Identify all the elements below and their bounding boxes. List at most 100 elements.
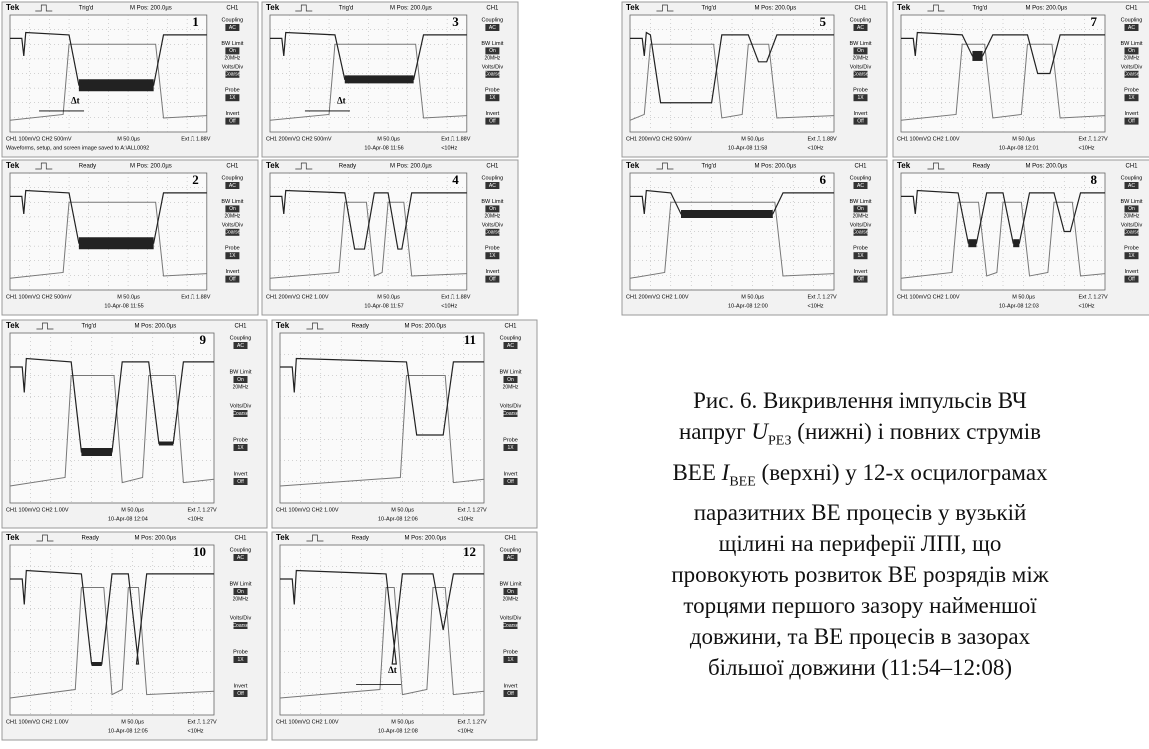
brand: Tek: [897, 161, 911, 170]
trigger-icon: [306, 534, 324, 542]
menu-value-box: [853, 24, 868, 31]
timestamp: 10-Apr-08 12:00: [728, 303, 768, 309]
menu-value: Off: [237, 691, 244, 697]
m-pos: M Pos: 200.0µs: [135, 324, 177, 330]
menu-value-box: [233, 444, 248, 451]
m-pos: M Pos: 200.0µs: [405, 536, 447, 542]
trigger-icon: [36, 534, 54, 542]
status: Trig'd: [339, 6, 354, 12]
menu-label: Coupling: [1121, 175, 1143, 181]
menu-value: Off: [507, 479, 514, 485]
menu-value: 1X: [229, 95, 236, 101]
panel-number: 6: [820, 172, 827, 187]
panel-number: 10: [193, 544, 206, 559]
channel-settings: CH1 100mVΩ CH2 500mV: [6, 294, 72, 300]
brand: Tek: [6, 533, 20, 542]
brand: Tek: [6, 321, 20, 330]
menu-value: On: [1128, 206, 1135, 212]
status: Ready: [352, 536, 369, 542]
caption-subscript: РЕЗ: [768, 433, 792, 449]
caption-line: паразитних ВЕ процесів у вузькій: [693, 500, 1027, 526]
trigger-level: Ext ⎍ 1.88V: [441, 294, 471, 300]
menu-value: Off: [857, 118, 864, 124]
menu-value: On: [237, 377, 244, 383]
caption-line: ВЕЕ IВЕЕ (верхні) у 12-х осцилограмах: [560, 457, 1149, 498]
lower-trace: [629, 43, 835, 121]
oscillogram: Tek Trig'd M Pos: 200.0µs CH1 5 Coupling AC BW …: [621, 1, 888, 158]
menu-label: Volts/Div: [230, 403, 252, 409]
upper-trace: [270, 189, 467, 250]
brand: Tek: [276, 321, 290, 330]
screen: [9, 172, 208, 291]
trigger-frequency: <10Hz: [808, 303, 824, 309]
channel-settings: CH1 100mVΩ CH2 1.00V: [276, 507, 339, 513]
trigger-frequency: <10Hz: [188, 516, 204, 522]
menu-value: 1X: [507, 657, 514, 663]
menu-value: Off: [237, 479, 244, 485]
menu-note: 20MHz: [233, 384, 249, 390]
menu-label: Volts/Div: [222, 64, 244, 70]
menu-value: On: [507, 589, 514, 595]
caption-text: напруг: [678, 419, 752, 444]
menu-note: 20MHz: [233, 596, 249, 602]
channel-settings: CH1 200mVΩ CH2 500mV: [266, 136, 332, 142]
oscillogram: Tek Trig'd M Pos: 200.0µs CH1 9 Coupling AC BW …: [1, 319, 268, 529]
menu-value: Coarse: [852, 230, 868, 236]
upper-trace: [10, 357, 214, 453]
oscillogram: Tek Ready M Pos: 200.0µs CH1 2 Coupling AC BW L…: [1, 159, 259, 316]
trigger-frequency: <10Hz: [188, 728, 204, 734]
menu-value-box: [485, 117, 500, 125]
menu-value-box: [1124, 182, 1139, 189]
menu-value-box: [225, 24, 240, 31]
menu-value: AC: [229, 25, 236, 31]
panel-number: 9: [200, 332, 207, 347]
menu-value: Coarse: [1123, 230, 1139, 236]
menu-value: AC: [857, 183, 864, 189]
menu-value: On: [489, 48, 496, 54]
menu-value-box: [1124, 117, 1139, 125]
caption-line: більшої довжини (11:54–12:08): [707, 655, 1013, 681]
menu-label: BW Limit: [850, 41, 872, 47]
lower-trace: [9, 587, 215, 699]
menu-value: Coarse: [502, 411, 518, 417]
menu-value: Coarse: [224, 72, 240, 78]
upper-trace: [280, 569, 484, 665]
menu-value: 1X: [507, 445, 514, 451]
m-pos: M Pos: 200.0µs: [755, 164, 797, 170]
menu-value-box: [853, 182, 868, 189]
status: Ready: [79, 164, 96, 170]
trigger-frequency: <10Hz: [1079, 303, 1095, 309]
caption-line: напруг UРЕЗ (нижні) і повних струмів: [560, 416, 1149, 457]
menu-value-box: [485, 205, 500, 213]
menu-label: Coupling: [500, 335, 522, 341]
menu-label: Coupling: [850, 17, 872, 23]
menu-label: Probe: [503, 437, 518, 443]
channel-settings: CH1 100mVΩ CH2 1.00V: [897, 136, 960, 142]
timestamp: 10-Apr-08 12:03: [999, 303, 1039, 309]
menu-value-box: [1124, 94, 1139, 102]
menu-value-box: [853, 275, 868, 283]
channel: CH1: [486, 6, 499, 12]
menu-value: Off: [229, 118, 236, 124]
status: Ready: [352, 324, 369, 330]
menu-label: Invert: [504, 683, 518, 689]
upper-trace: [270, 31, 467, 80]
trigger-frequency: <10Hz: [1079, 145, 1095, 151]
menu-label: BW Limit: [850, 199, 872, 205]
menu-value: 1X: [489, 253, 496, 259]
menu-value: 1X: [229, 253, 236, 259]
caption-line: торцями першого зазору найменшої: [683, 593, 1037, 619]
menu-value-box: [503, 376, 518, 383]
menu-value-box: [1124, 205, 1139, 213]
menu-value: AC: [507, 343, 514, 349]
menu-label: BW Limit: [500, 369, 522, 375]
channel-settings: CH1 100mVΩ CH2 1.00V: [6, 507, 69, 513]
menu-value: AC: [229, 183, 236, 189]
menu-value: 1X: [489, 95, 496, 101]
panel-number: 1: [192, 14, 199, 29]
menu-value-box: [485, 182, 500, 189]
m-pos: M Pos: 200.0µs: [390, 164, 432, 170]
menu-value: On: [489, 206, 496, 212]
time-base: M 50.0µs: [121, 507, 144, 513]
menu-value-box: [225, 252, 240, 260]
